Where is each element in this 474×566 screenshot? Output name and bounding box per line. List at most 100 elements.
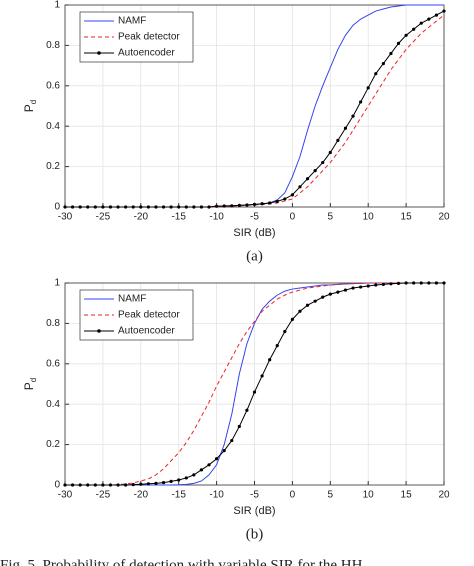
data-point bbox=[419, 21, 423, 25]
data-point bbox=[442, 9, 446, 13]
data-point bbox=[199, 468, 204, 472]
data-point bbox=[313, 299, 317, 303]
data-point bbox=[290, 193, 294, 197]
x-tick-label: -25 bbox=[96, 490, 111, 501]
data-point bbox=[412, 281, 416, 285]
x-tick-label: -30 bbox=[58, 212, 73, 223]
data-point bbox=[86, 483, 90, 487]
data-point bbox=[245, 203, 249, 207]
data-point bbox=[177, 205, 181, 209]
data-point bbox=[328, 292, 332, 296]
data-point bbox=[434, 13, 439, 17]
y-tick-label: 0.2 bbox=[46, 161, 60, 172]
data-point bbox=[336, 138, 340, 142]
x-tick-label: -15 bbox=[171, 490, 186, 501]
y-tick-label: 0.8 bbox=[46, 40, 60, 51]
data-point bbox=[192, 205, 196, 209]
data-point bbox=[131, 482, 135, 487]
data-point bbox=[161, 480, 166, 485]
data-point bbox=[389, 282, 393, 286]
data-point bbox=[230, 204, 234, 208]
y-tick-label: 0.6 bbox=[46, 80, 60, 91]
data-point bbox=[108, 483, 113, 487]
data-point bbox=[245, 408, 249, 412]
data-point bbox=[146, 482, 150, 486]
axes-frame bbox=[64, 282, 445, 486]
y-tick-label: 0.4 bbox=[46, 399, 60, 410]
y-tick-label: 0.6 bbox=[46, 358, 60, 369]
y-tick-label: 1 bbox=[54, 0, 60, 11]
data-point bbox=[230, 438, 234, 443]
data-point bbox=[78, 205, 82, 209]
axes-frame bbox=[64, 4, 445, 208]
subfigure-label: (a) bbox=[246, 248, 263, 264]
x-tick-label: 15 bbox=[401, 212, 413, 223]
data-point bbox=[199, 205, 204, 209]
data-point bbox=[222, 449, 226, 453]
x-tick-label: -20 bbox=[134, 490, 149, 501]
data-point bbox=[305, 177, 310, 181]
data-point bbox=[268, 358, 272, 362]
data-point bbox=[116, 205, 120, 209]
x-axis-label: SIR (dB) bbox=[233, 505, 275, 517]
y-tick-label: 0 bbox=[54, 202, 60, 213]
data-point bbox=[215, 457, 219, 461]
y-axis-label: Pd bbox=[22, 378, 38, 390]
data-point bbox=[252, 390, 257, 394]
x-tick-label: -5 bbox=[250, 490, 259, 501]
data-point bbox=[351, 114, 355, 118]
y-axis-label-subscript: d bbox=[29, 100, 38, 104]
data-point bbox=[63, 205, 67, 209]
data-point bbox=[184, 476, 188, 480]
data-point bbox=[177, 478, 181, 482]
x-tick-label: 0 bbox=[290, 490, 296, 501]
data-point bbox=[93, 483, 97, 487]
data-point bbox=[154, 205, 158, 209]
data-point bbox=[298, 185, 302, 189]
data-point bbox=[101, 483, 105, 487]
y-axis-label: Pd bbox=[22, 100, 38, 112]
data-point bbox=[252, 202, 257, 206]
data-point bbox=[108, 205, 113, 209]
data-point bbox=[124, 483, 128, 487]
x-tick-label: 5 bbox=[328, 212, 334, 223]
data-point bbox=[336, 290, 340, 294]
data-point bbox=[93, 205, 97, 209]
data-point bbox=[359, 285, 363, 289]
data-point bbox=[427, 281, 431, 285]
x-tick-label: -30 bbox=[58, 490, 73, 501]
data-point bbox=[381, 282, 385, 287]
x-axis-label: SIR (dB) bbox=[233, 227, 275, 239]
legend-marker bbox=[97, 329, 101, 333]
y-tick-label: 0.8 bbox=[46, 318, 60, 329]
data-point bbox=[169, 479, 173, 483]
data-point bbox=[275, 344, 279, 348]
x-tick-label: 20 bbox=[438, 212, 450, 223]
data-point bbox=[374, 72, 378, 76]
legend-label: Autoencoder bbox=[118, 326, 175, 337]
legend-marker bbox=[97, 51, 101, 55]
data-point bbox=[146, 205, 150, 209]
data-point bbox=[116, 483, 120, 487]
data-point bbox=[328, 150, 332, 155]
x-tick-label: -5 bbox=[250, 212, 259, 223]
data-point bbox=[207, 463, 211, 467]
y-tick-label: 0.2 bbox=[46, 439, 60, 450]
data-point bbox=[283, 197, 287, 201]
data-point bbox=[237, 424, 241, 429]
y-axis-label-main: P bbox=[22, 104, 36, 112]
x-tick-label: 20 bbox=[438, 490, 450, 501]
data-point bbox=[154, 481, 158, 485]
data-point bbox=[427, 17, 431, 21]
y-axis-label-main: P bbox=[22, 382, 36, 390]
x-tick-label: -20 bbox=[134, 212, 149, 223]
data-point bbox=[70, 483, 75, 487]
x-tick-label: -25 bbox=[96, 212, 111, 223]
x-tick-label: -15 bbox=[171, 212, 186, 223]
data-point bbox=[70, 205, 75, 209]
data-point bbox=[215, 204, 219, 208]
legend-label: NAMF bbox=[118, 16, 146, 27]
data-point bbox=[78, 483, 82, 487]
data-point bbox=[101, 205, 105, 209]
